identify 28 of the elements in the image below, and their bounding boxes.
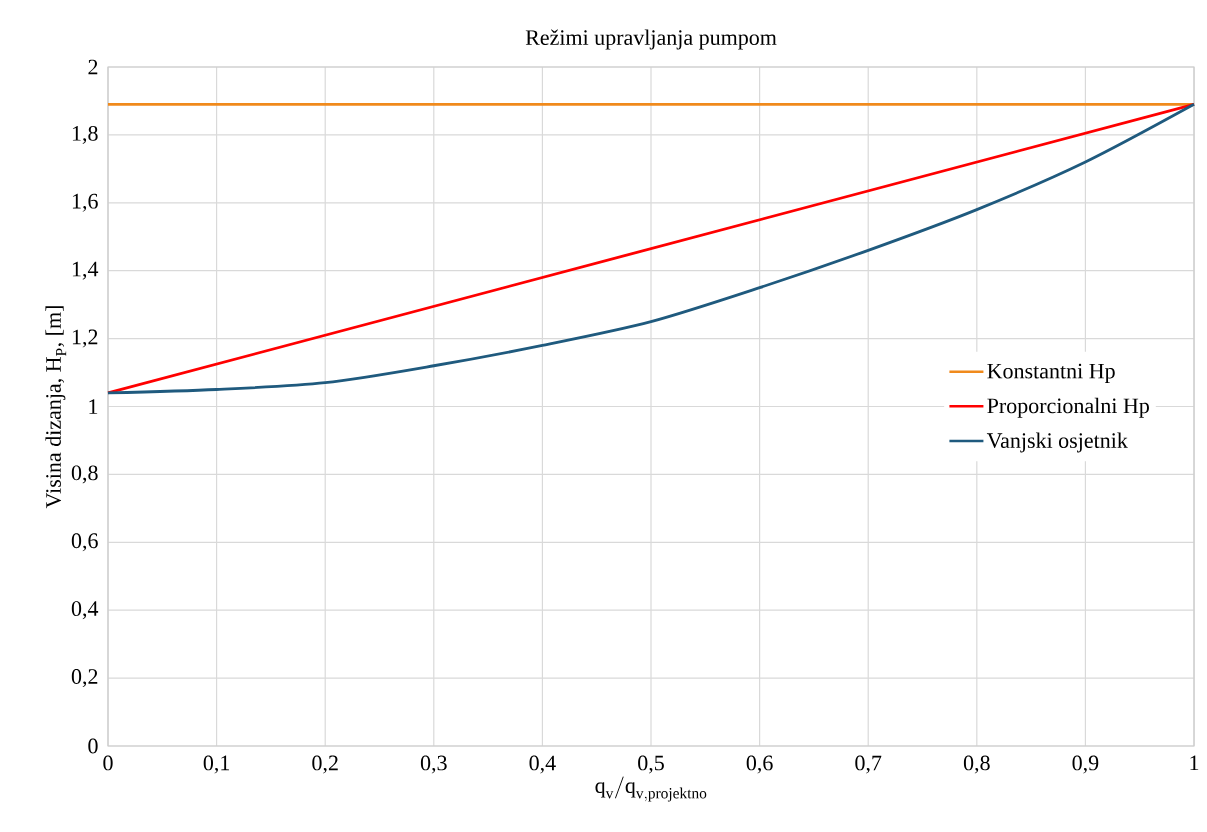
y-tick-label: 0,4 xyxy=(71,601,99,620)
x-axis-title: $\mathrm{q_{v}/q_{v,projektno}}$ xyxy=(595,776,707,802)
x-tick-label: 0,5 xyxy=(638,755,664,774)
y-tick-label: 0 xyxy=(88,738,98,754)
y-tick-label: 2 xyxy=(88,59,98,75)
x-tick-label: 0,2 xyxy=(312,755,338,774)
x-tick-label: 0,8 xyxy=(963,755,990,774)
chart-title: Režimi upravljanja pumpom xyxy=(525,29,777,50)
legend-label: Proporcionalni Hp xyxy=(987,397,1149,418)
y-tick-label: 0,6 xyxy=(71,533,98,552)
y-tick-label: 1 xyxy=(89,399,98,414)
x-tick-label: 0 xyxy=(103,755,113,771)
x-tick-label: 1 xyxy=(1190,755,1199,771)
y-axis-title: Visina dizanja, H$_{P}$, [m] xyxy=(45,306,67,509)
y-tick-label: 1,2 xyxy=(72,329,98,348)
y-tick-label: 1,6 xyxy=(72,193,98,212)
y-tick-label: 0,8 xyxy=(71,465,98,484)
x-tick-label: 0,7 xyxy=(855,755,882,774)
x-tick-label: 0,3 xyxy=(420,755,447,774)
x-tick-label: 0,4 xyxy=(529,755,556,774)
y-tick-label: 0,2 xyxy=(71,669,98,688)
legend-label: Vanjski osjetnik xyxy=(986,432,1128,453)
x-tick-label: 0,9 xyxy=(1072,755,1099,774)
legend-label: Konstantni Hp xyxy=(987,363,1115,383)
x-tick-label: 0,1 xyxy=(203,755,230,774)
y-tick-label: 1,8 xyxy=(72,125,98,144)
y-tick-label: 1,4 xyxy=(72,261,99,280)
x-tick-label: 0,6 xyxy=(746,755,773,774)
